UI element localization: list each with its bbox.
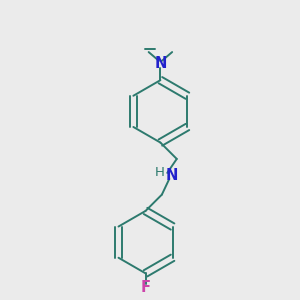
- Text: N: N: [165, 168, 178, 183]
- Text: N: N: [154, 56, 167, 71]
- Text: F: F: [140, 280, 151, 295]
- Text: H: H: [154, 166, 164, 179]
